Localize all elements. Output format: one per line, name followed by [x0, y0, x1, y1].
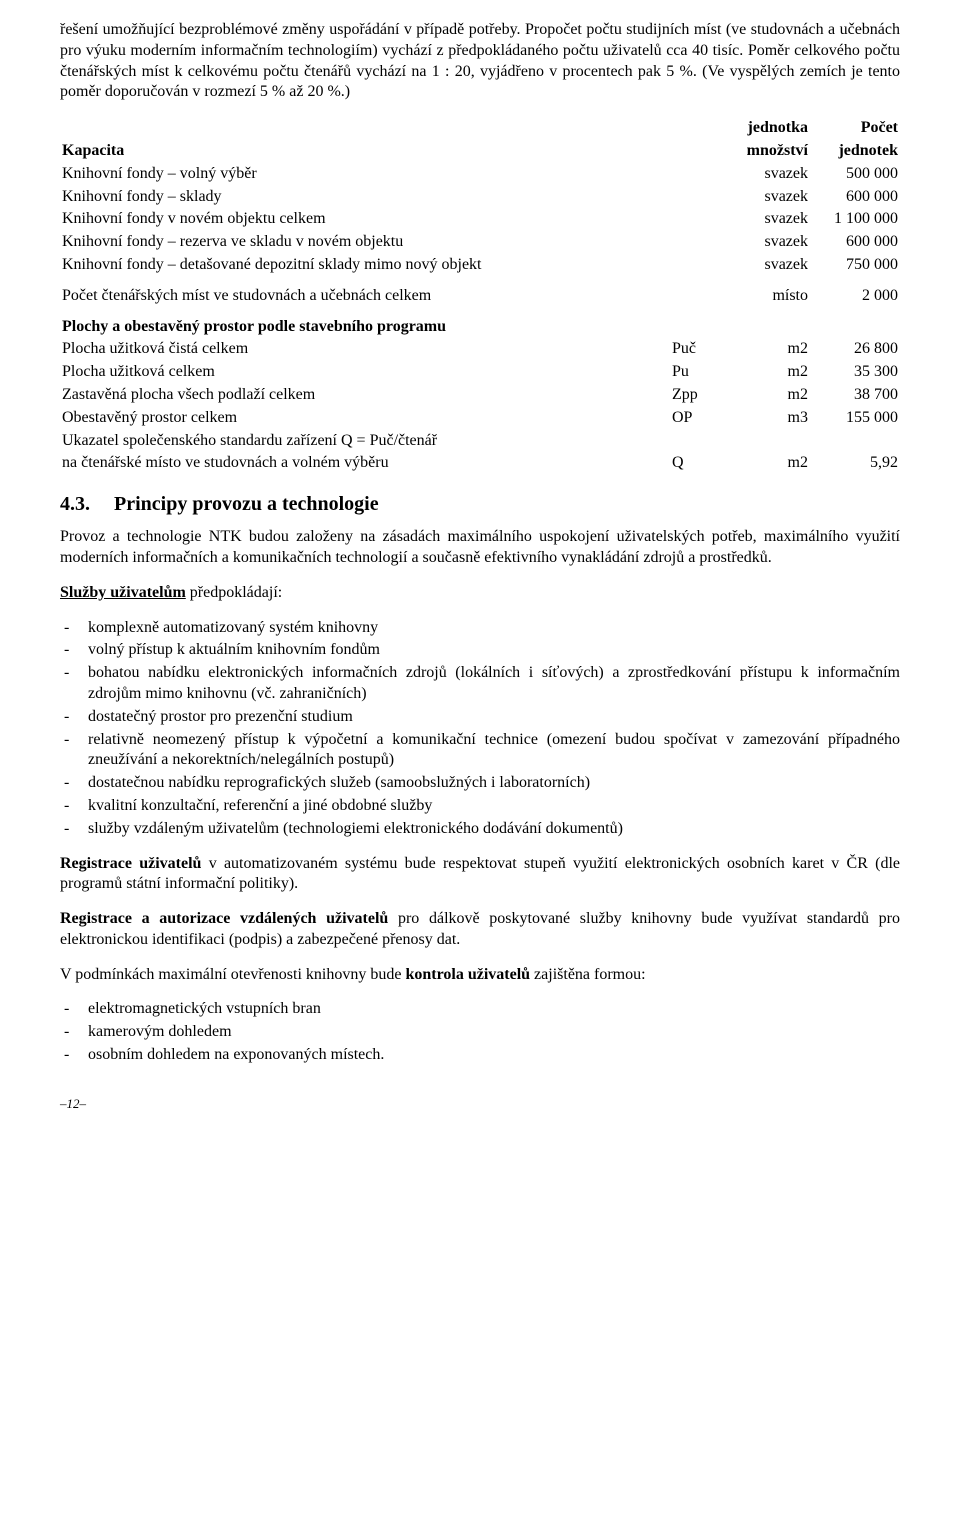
table-row: Knihovní fondy – rezerva ve skladu v nov… [60, 231, 900, 254]
kontrola-paragraph: V podmínkách maximální otevřenosti kniho… [60, 965, 900, 986]
table-row: Knihovní fondy – detašované depozitní sk… [60, 254, 900, 277]
table-row: Knihovní fondy – sklady svazek 600 000 [60, 186, 900, 209]
list-item: volný přístup k aktuálním knihovním fond… [60, 640, 900, 661]
table-row: Zastavěná plocha všech podlaží celkem Zp… [60, 384, 900, 407]
table-row: Ukazatel společenského standardu zařízen… [60, 430, 900, 453]
list-item: služby vzdáleným uživatelům (technologie… [60, 819, 900, 840]
capacity-table: Kapacita jednotka Počet množství jednote… [60, 117, 900, 475]
areas-heading-row: Plochy a obestavěný prostor podle staveb… [60, 316, 900, 339]
list-item: komplexně automatizovaný systém knihovny [60, 618, 900, 639]
page-footer: –12– [60, 1096, 900, 1113]
kontrola-bold: kontrola uživatelů [405, 966, 530, 983]
principy-paragraph: Provoz a technologie NTK budou založeny … [60, 527, 900, 569]
table-row: Plocha užitková čistá celkem Puč m2 26 8… [60, 338, 900, 361]
col-header-unit-bottom: množství [720, 140, 810, 163]
autorizace-paragraph: Registrace a autorizace vzdálených uživa… [60, 909, 900, 951]
section-heading: 4.3. Principy provozu a technologie [60, 491, 900, 517]
table-row: Obestavěný prostor celkem OP m3 155 000 [60, 407, 900, 430]
table-row: Knihovní fondy v novém objektu celkem sv… [60, 208, 900, 231]
list-item: relativně neomezený přístup k výpočetní … [60, 730, 900, 772]
list-item: kvalitní konzultační, referenční a jiné … [60, 796, 900, 817]
table-row: Knihovní fondy – volný výběr svazek 500 … [60, 163, 900, 186]
kontrola-list: elektromagnetických vstupních bran kamer… [60, 999, 900, 1065]
list-item: dostatečný prostor pro prezenční studium [60, 707, 900, 728]
registrace-bold: Registrace uživatelů [60, 855, 201, 872]
registrace-paragraph: Registrace uživatelů v automatizovaném s… [60, 854, 900, 896]
table-row: Počet čtenářských míst ve studovnách a u… [60, 285, 900, 308]
sluzby-intro-rest: předpokládají: [186, 584, 282, 601]
col-header-unit-top: jednotka [720, 117, 810, 140]
list-item: osobním dohledem na exponovaných místech… [60, 1045, 900, 1066]
section-number: 4.3. [60, 491, 90, 517]
list-item: elektromagnetických vstupních bran [60, 999, 900, 1020]
autorizace-bold: Registrace a autorizace vzdálených uživa… [60, 910, 388, 927]
col-header-count-top: Počet [810, 117, 900, 140]
table-row: na čtenářské místo ve studovnách a volné… [60, 452, 900, 475]
table-row: Plocha užitková celkem Pu m2 35 300 [60, 361, 900, 384]
col-header-kapacita: Kapacita [60, 117, 670, 163]
sluzby-intro-bold: Služby uživatelům [60, 584, 186, 601]
sluzby-list: komplexně automatizovaný systém knihovny… [60, 618, 900, 840]
list-item: bohatou nabídku elektronických informačn… [60, 663, 900, 705]
section-title: Principy provozu a technologie [114, 493, 379, 515]
kontrola-pre: V podmínkách maximální otevřenosti kniho… [60, 966, 405, 983]
kontrola-post: zajištěna formou: [530, 966, 646, 983]
list-item: kamerovým dohledem [60, 1022, 900, 1043]
col-header-count-bottom: jednotek [810, 140, 900, 163]
list-item: dostatečnou nabídku reprografických služ… [60, 773, 900, 794]
intro-paragraph: řešení umožňující bezproblémové změny us… [60, 20, 900, 103]
sluzby-intro: Služby uživatelům předpokládají: [60, 583, 900, 604]
